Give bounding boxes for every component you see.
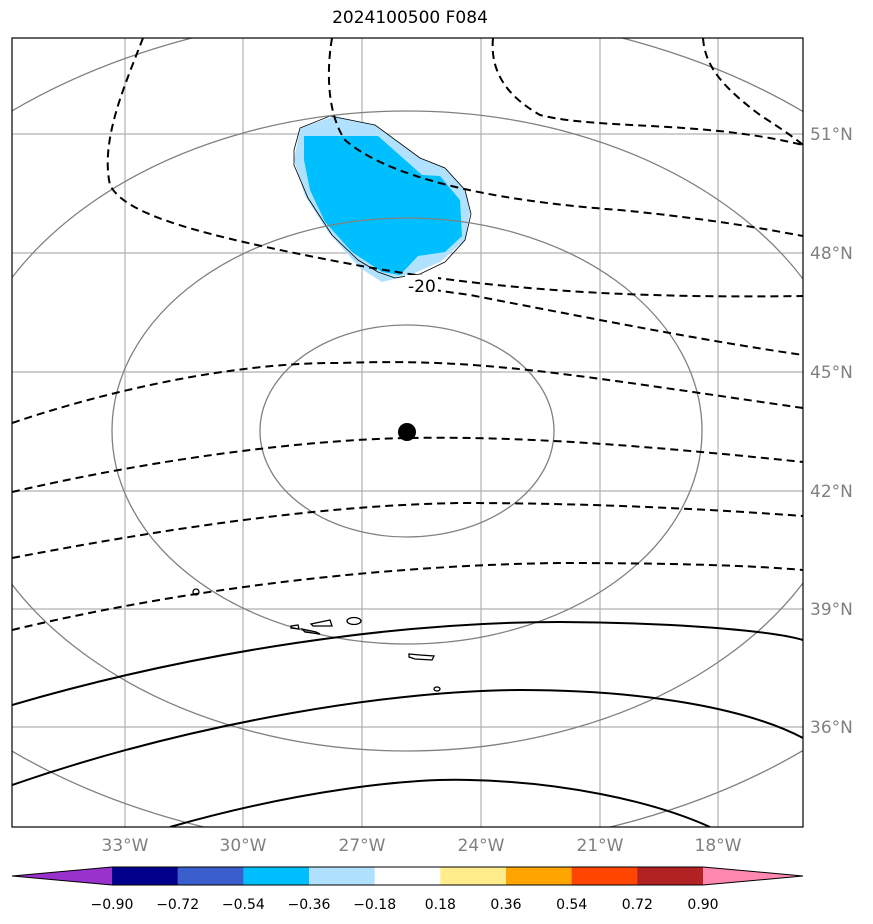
lon-label-21: 21°W — [577, 836, 624, 856]
solid-contours — [12, 620, 803, 827]
map-frame — [11, 37, 804, 828]
gray-contour-1 — [259, 324, 555, 538]
gray-contour-4 — [12, 38, 803, 827]
island-7 — [433, 686, 441, 692]
gray-contours — [12, 38, 803, 827]
colorbar-tick-label: 0.54 — [556, 897, 587, 913]
solid-contour-2 — [12, 688, 803, 786]
colorbar-segment — [637, 867, 704, 885]
colorbar-tick-label: 0.90 — [687, 897, 718, 913]
island-2 — [290, 624, 300, 630]
shaded-region-dark — [304, 136, 462, 275]
colorbar-tick-label: −0.36 — [288, 897, 331, 913]
colorbar-labels: −0.90 −0.72 −0.54 −0.36 −0.18 0.18 0.36 0.54 0.7… — [91, 897, 719, 913]
colorbar-segment — [243, 867, 310, 885]
dashed-contour-1 — [106, 38, 803, 298]
lon-label-18: 18°W — [695, 836, 742, 856]
dashed-contours — [12, 38, 803, 631]
dashed-contour-2 — [327, 38, 803, 237]
dashed-contour-9 — [419, 287, 803, 356]
colorbar-tick-label: −0.54 — [222, 897, 265, 913]
dashed-contour-5 — [12, 361, 803, 424]
dashed-contour-4 — [702, 38, 803, 146]
colorbar-tick-label: 0.36 — [490, 897, 521, 913]
contour-label-bg — [405, 275, 438, 295]
lat-labels: 51°N 48°N 45°N 42°N 39°N 36°N — [810, 125, 853, 738]
island-3 — [299, 627, 321, 635]
colorbar-segment — [309, 867, 376, 885]
colorbar-segment — [440, 867, 507, 885]
dashed-contour-7 — [12, 501, 803, 559]
gray-contour-2 — [111, 217, 703, 645]
colorbar-tick-label: −0.18 — [353, 897, 396, 913]
colorbar-tick-label: −0.72 — [156, 897, 199, 913]
colorbar — [11, 866, 804, 886]
dashed-contour-3 — [491, 38, 803, 146]
dashed-contour-6 — [12, 436, 803, 493]
colorbar-tick-label: −0.90 — [91, 897, 134, 913]
colorbar-outline — [11, 866, 804, 886]
colorbar-segment — [112, 867, 179, 885]
lat-label-48: 48°N — [810, 244, 853, 264]
gray-contour-3 — [12, 110, 803, 752]
contour-label: -20 — [408, 277, 436, 297]
island-5 — [346, 616, 362, 626]
island-4 — [309, 619, 333, 627]
gridlines — [12, 38, 803, 827]
colorbar-segment — [374, 867, 441, 885]
solid-contour-3 — [169, 778, 711, 827]
chart-title: 2024100500 F084 — [332, 8, 488, 28]
lat-label-51: 51°N — [810, 125, 853, 145]
colorbar-tick-label: 0.72 — [622, 897, 653, 913]
colorbar-segment — [506, 867, 573, 885]
lat-label-42: 42°N — [810, 482, 853, 502]
shaded-region-outline — [293, 115, 472, 279]
low-center-marker — [398, 423, 416, 441]
colorbar-extension-low — [12, 867, 112, 885]
lon-label-27: 27°W — [339, 836, 386, 856]
lon-labels: 33°W 30°W 27°W 24°W 21°W 18°W — [102, 836, 742, 856]
lat-label-36: 36°N — [810, 718, 853, 738]
colorbar-extension-high — [703, 867, 803, 885]
colorbar-tick-label: 0.18 — [425, 897, 456, 913]
island-6 — [408, 653, 436, 661]
map-area: -20 — [12, 38, 803, 827]
colorbar-segment — [177, 867, 244, 885]
lon-label-24: 24°W — [458, 836, 505, 856]
island-1 — [192, 588, 200, 596]
dashed-contour-8 — [12, 561, 803, 631]
colorbar-segment — [571, 867, 638, 885]
lat-label-39: 39°N — [810, 600, 853, 620]
lon-label-33: 33°W — [102, 836, 149, 856]
solid-contour-1 — [12, 620, 803, 706]
lat-label-45: 45°N — [810, 363, 853, 383]
lon-label-30: 30°W — [220, 836, 267, 856]
islands — [192, 588, 441, 692]
